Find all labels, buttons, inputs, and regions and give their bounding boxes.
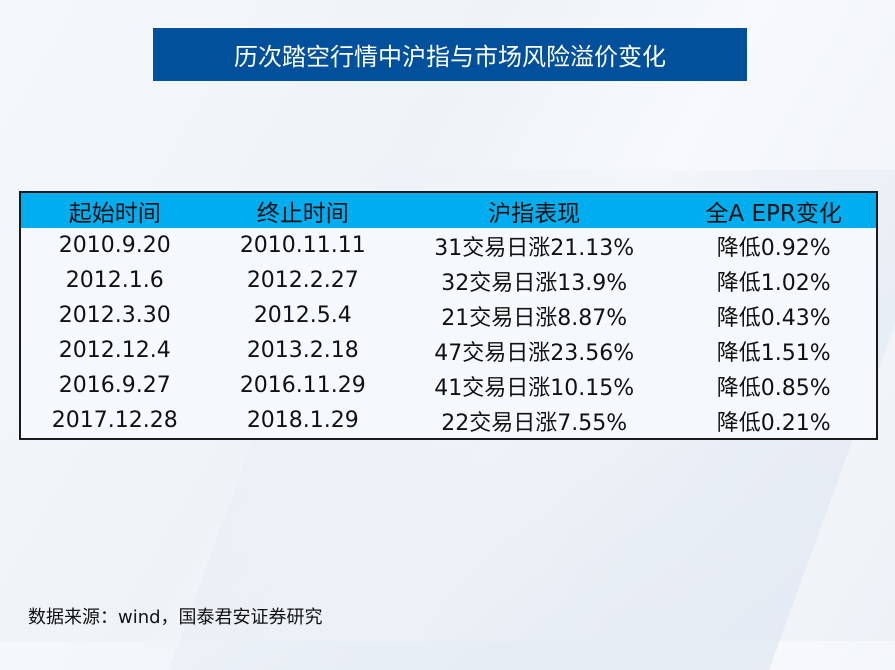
cell-start-time: 2012.12.4 (58, 338, 171, 363)
cell-end-time: 2013.2.18 (246, 338, 359, 363)
cell-index-performance: 47交易日涨23.56% (434, 340, 635, 366)
cell-end-time: 2018.1.29 (246, 408, 359, 433)
table-row: 2012.12.4 2013.2.18 47交易日涨23.56% 降低1.51% (20, 333, 877, 368)
cell-end-time: 2016.11.29 (239, 373, 366, 398)
table-header-row: 起始时间 终止时间 沪指表现 全A EPR变化 (20, 192, 877, 228)
header-index-performance: 沪指表现 (397, 192, 672, 228)
cell-index-performance: 41交易日涨10.15% (434, 375, 635, 401)
cell-index-performance: 21交易日涨8.87% (441, 305, 628, 331)
cell-epr-change: 降低1.51% (716, 340, 831, 366)
cell-end-time: 2012.2.27 (246, 268, 359, 293)
slide-title: 历次踏空行情中沪指与市场风险溢价变化 (153, 28, 747, 81)
header-start-time: 起始时间 (20, 192, 209, 228)
table-row: 2016.9.27 2016.11.29 41交易日涨10.15% 降低0.85% (20, 368, 877, 403)
cell-epr-change: 降低0.92% (716, 235, 831, 261)
cell-start-time: 2012.1.6 (65, 268, 164, 293)
cell-index-performance: 32交易日涨13.9% (441, 270, 628, 296)
table-row: 2012.3.30 2012.5.4 21交易日涨8.87% 降低0.43% (20, 298, 877, 333)
cell-start-time: 2010.9.20 (58, 233, 171, 258)
data-table: 起始时间 终止时间 沪指表现 全A EPR变化 2010.9.20 2010.11… (19, 191, 878, 440)
cell-start-time: 2012.3.30 (58, 303, 171, 328)
table-row: 2012.1.6 2012.2.27 32交易日涨13.9% 降低1.02% (20, 263, 877, 298)
cell-index-performance: 22交易日涨7.55% (441, 410, 628, 436)
cell-epr-change: 降低1.02% (716, 270, 831, 296)
cell-epr-change: 降低0.43% (716, 305, 831, 331)
table-row: 2017.12.28 2018.1.29 22交易日涨7.55% 降低0.21% (20, 403, 877, 439)
cell-epr-change: 降低0.85% (716, 375, 831, 401)
table-row: 2010.9.20 2010.11.11 31交易日涨21.13% 降低0.92% (20, 228, 877, 263)
cell-end-time: 2010.11.11 (239, 233, 366, 258)
data-source-note: 数据来源：wind，国泰君安证券研究 (28, 607, 323, 628)
cell-end-time: 2012.5.4 (253, 303, 352, 328)
cell-index-performance: 31交易日涨21.13% (434, 235, 635, 261)
header-epr-change: 全A EPR变化 (671, 192, 877, 228)
header-end-time: 终止时间 (208, 192, 398, 228)
cell-start-time: 2016.9.27 (58, 373, 171, 398)
cell-epr-change: 降低0.21% (716, 410, 831, 436)
cell-start-time: 2017.12.28 (51, 408, 178, 433)
